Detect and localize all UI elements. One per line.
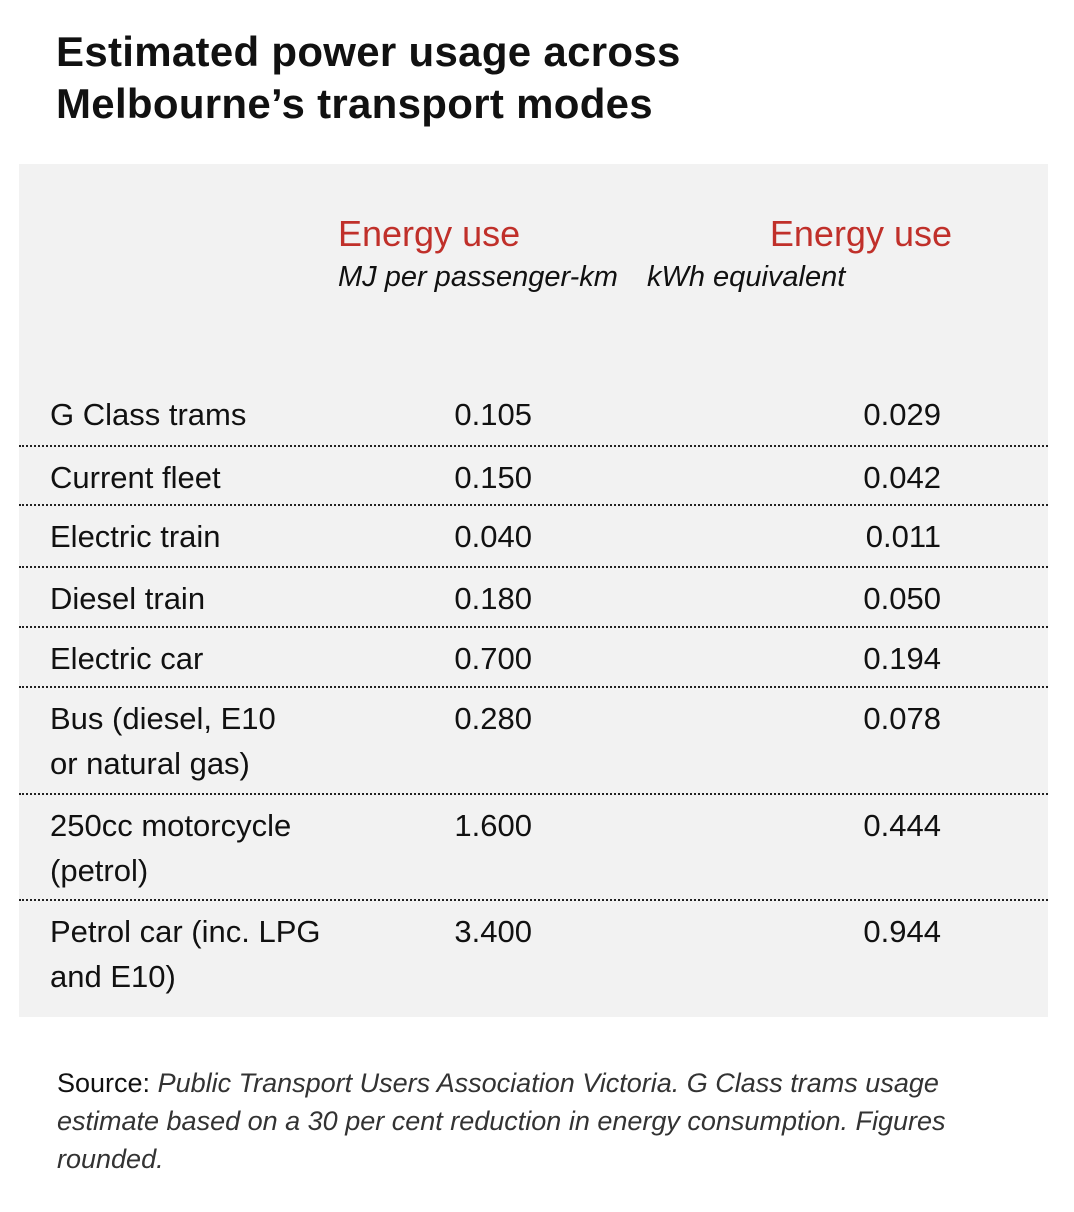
row-mj-value: 0.280 — [444, 696, 532, 741]
table-row: Electric train 0.040 0.011 — [19, 506, 1048, 568]
column-header-label: Energy use — [338, 214, 618, 254]
column-header-label: Energy use — [647, 214, 952, 254]
row-mode-label: Diesel train — [50, 576, 380, 621]
row-kwh-value: 0.944 — [853, 909, 941, 954]
column-header-mj: Energy use MJ per passenger-km — [338, 214, 618, 297]
table-row: Diesel train 0.180 0.050 — [19, 568, 1048, 628]
row-mode-label: G Class trams — [50, 392, 380, 437]
row-kwh-value: 0.011 — [853, 514, 941, 559]
row-kwh-value: 0.050 — [853, 576, 941, 621]
chart-title-line: Melbourne’s transport modes — [56, 78, 1016, 130]
source-label: Source: — [57, 1068, 150, 1098]
column-header-kwh: Energy use kWh equivalent — [647, 214, 952, 297]
table-row: Petrol car (inc. LPG and E10) 3.400 0.944 — [19, 901, 1048, 1019]
chart-title-line: Estimated power usage across — [56, 26, 1016, 78]
row-mj-value: 0.150 — [444, 455, 532, 500]
chart-title: Estimated power usage across Melbourne’s… — [56, 26, 1016, 130]
row-mode-label: Petrol car (inc. LPG and E10) — [50, 909, 350, 999]
row-mj-value: 0.040 — [444, 514, 532, 559]
column-header-unit: kWh equivalent — [647, 257, 952, 297]
row-kwh-value: 0.078 — [853, 696, 941, 741]
row-mode-label: Electric train — [50, 514, 380, 559]
column-header-unit: MJ per passenger-km — [338, 257, 618, 297]
table-row: 250cc motorcycle (petrol) 1.600 0.444 — [19, 795, 1048, 901]
table-row: Electric car 0.700 0.194 — [19, 628, 1048, 688]
row-mj-value: 1.600 — [444, 803, 532, 848]
row-mj-value: 0.105 — [444, 392, 532, 437]
row-kwh-value: 0.194 — [853, 636, 941, 681]
row-mj-value: 0.180 — [444, 576, 532, 621]
row-mode-label: Electric car — [50, 636, 380, 681]
table-row: Bus (diesel, E10 or natural gas) 0.280 0.0… — [19, 688, 1048, 795]
row-mode-label: Bus (diesel, E10 or natural gas) — [50, 696, 300, 786]
row-kwh-value: 0.029 — [853, 392, 941, 437]
row-mode-label: 250cc motorcycle (petrol) — [50, 803, 340, 893]
table-row: Current fleet 0.150 0.042 — [19, 447, 1048, 506]
row-mj-value: 3.400 — [444, 909, 532, 954]
row-kwh-value: 0.444 — [853, 803, 941, 848]
table-body: G Class trams 0.105 0.029 Current fleet 0.15… — [19, 384, 1048, 1019]
row-kwh-value: 0.042 — [853, 455, 941, 500]
table-row: G Class trams 0.105 0.029 — [19, 384, 1048, 447]
source-note: Source: Public Transport Users Associati… — [57, 1064, 1017, 1178]
row-mode-label: Current fleet — [50, 455, 380, 500]
source-text: Public Transport Users Association Victo… — [57, 1068, 946, 1174]
row-mj-value: 0.700 — [444, 636, 532, 681]
